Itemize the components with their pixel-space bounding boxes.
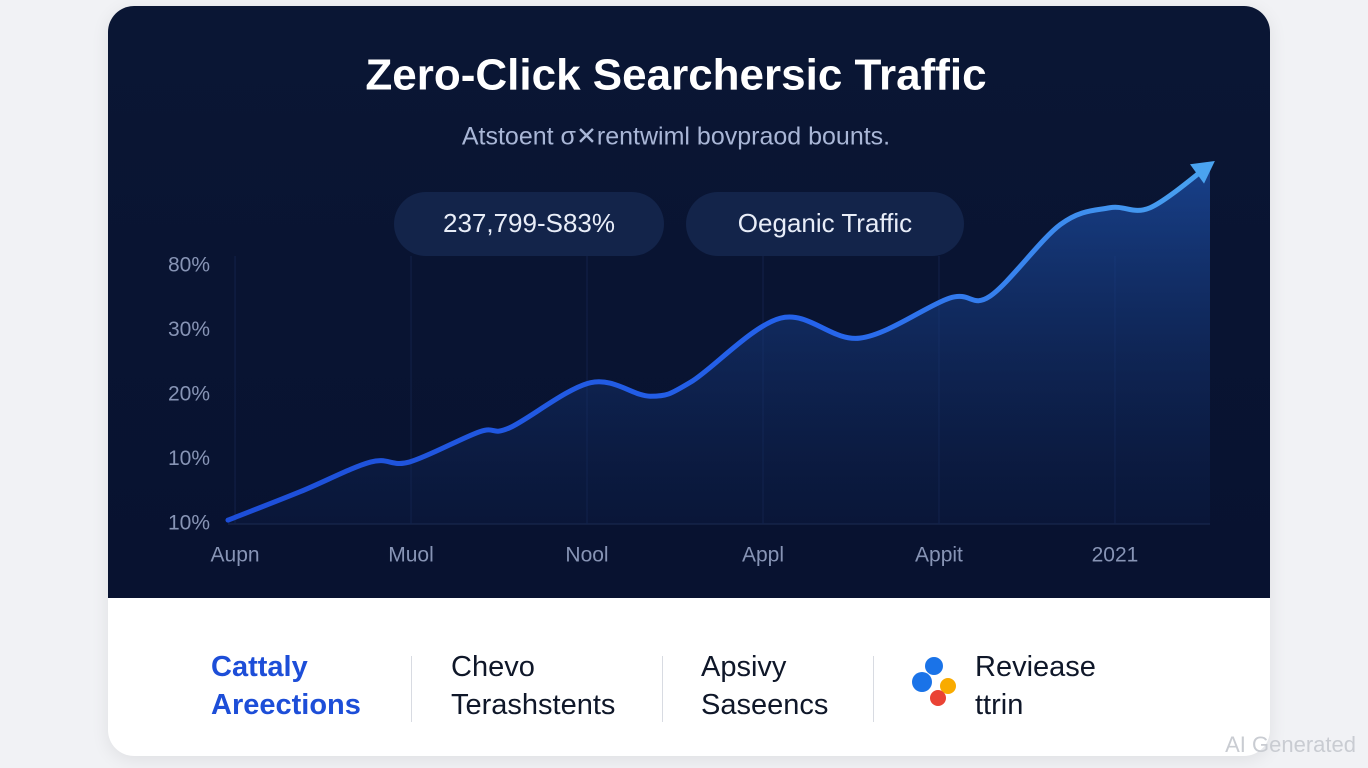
footer-line: Cattaly (211, 651, 308, 683)
logo-icon (912, 657, 956, 706)
x-tick-label: Muol (388, 544, 434, 567)
separator (873, 656, 874, 722)
footer-line: Reviease (975, 651, 1096, 683)
separator (411, 656, 412, 722)
card: Zero-Click Searchersic Traffic Atstoent … (108, 6, 1270, 756)
arrow-head (1190, 161, 1215, 184)
footer-item: Cattaly Areections (211, 648, 361, 724)
title: Zero-Click Searchersic Traffic (365, 51, 986, 100)
separator (662, 656, 663, 722)
watermark: AI Generated (1225, 732, 1356, 757)
y-axis-label: 20% (168, 383, 210, 406)
footer: Cattaly Areections Chevo Terashstents Apsi… (108, 604, 1270, 756)
chart-panel: Zero-Click Searchersic Traffic Atstoent … (108, 6, 1270, 598)
y-axis-label: 80% (168, 254, 210, 277)
footer-line: Areections (211, 689, 361, 721)
footer-item: Reviease ttrin (975, 648, 1096, 724)
footer-line: ttrin (975, 689, 1024, 721)
footer-item: Chevo Terashstents (451, 648, 615, 724)
footer-line: Terashstents (451, 689, 616, 721)
x-tick-label: Appl (742, 544, 784, 567)
y-axis-label: 10% (168, 512, 210, 535)
x-tick-label: Nool (565, 544, 608, 567)
x-tick-label: 2021 (1092, 544, 1139, 567)
x-tick-label: Appit (915, 544, 963, 567)
pill-text: 237,799-S83% (443, 208, 615, 238)
y-axis-label: 10% (168, 447, 210, 470)
pill-text: Oeganic Traffic (738, 208, 912, 238)
footer-line: Saseencs (701, 689, 829, 721)
pill (394, 192, 664, 256)
line (225, 162, 1213, 523)
subtitle: Atstoent σ✕rentwiml bovpraod bounts. (462, 123, 890, 151)
footer-line: Apsivy (701, 651, 787, 683)
pill (686, 192, 964, 256)
footer-line: Chevo (451, 651, 535, 683)
y-axis-label: 30% (168, 318, 210, 341)
x-tick-label: Aupn (211, 544, 260, 567)
footer-item: Apsivy Saseencs (701, 648, 828, 724)
